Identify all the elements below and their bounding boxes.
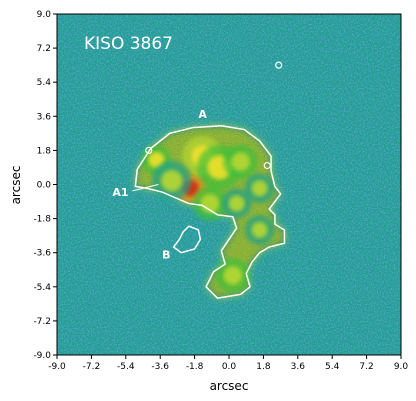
y-tick-label: 5.4: [37, 78, 52, 88]
y-tick-label: -3.6: [33, 249, 51, 259]
y-tick-label: 0.0: [37, 181, 52, 191]
plot-area: [57, 14, 401, 355]
chart-title: KISO 3867: [84, 34, 173, 54]
x-tick-label: -1.8: [186, 362, 204, 372]
x-tick-label: -5.4: [117, 362, 135, 372]
x-tick-label: 5.4: [325, 362, 340, 372]
annotation-label: B: [162, 248, 170, 261]
x-tick-label: 0.0: [222, 362, 237, 372]
x-tick-label: 3.6: [291, 362, 306, 372]
clump-core: [251, 221, 268, 238]
clump-core: [228, 195, 245, 212]
x-axis-label: arcsec: [210, 379, 249, 393]
x-tick-label: -7.2: [83, 362, 101, 372]
small-contour-circle: [275, 61, 283, 69]
clumps-layer: [141, 136, 275, 293]
y-tick-label: 1.8: [37, 146, 52, 156]
clump-core: [231, 152, 250, 172]
y-tick-label: 3.6: [37, 112, 52, 122]
x-tick-label: 1.8: [256, 362, 271, 372]
contour-line: [172, 225, 202, 254]
clump-core: [251, 180, 268, 197]
contour-line: [134, 125, 286, 299]
clump-core: [223, 266, 243, 285]
x-axis: -9.0 -7.2 -5.4 -3.6 -1.8 0.0 1.8 3.6 5.4 7.2 9.0: [48, 355, 408, 372]
clump-core: [160, 170, 183, 192]
y-tick-label: 9.0: [37, 10, 52, 20]
y-tick-label: 7.2: [37, 44, 51, 54]
small-contour-circle: [263, 161, 271, 170]
annotation-label: A: [198, 108, 207, 121]
x-tick-label: -9.0: [48, 362, 66, 372]
clump-core: [148, 151, 165, 168]
annotation-pointer: [132, 184, 159, 192]
annotation-label: A1: [112, 186, 128, 199]
clump-core: [200, 194, 220, 213]
annotations-layer: A A1 B: [112, 108, 207, 261]
contour-layer: [134, 125, 286, 299]
x-tick-label: 9.0: [394, 362, 409, 372]
y-tick-label: -5.4: [33, 283, 51, 293]
y-tick-label: -1.8: [33, 215, 51, 225]
y-tick-label: -9.0: [33, 351, 51, 361]
small-circles-layer: [145, 61, 283, 170]
small-contour-circle: [145, 146, 153, 154]
x-tick-label: 7.2: [359, 362, 373, 372]
y-axis-label: arcsec: [9, 166, 23, 205]
x-tick-label: -3.6: [151, 362, 169, 372]
y-tick-label: -7.2: [33, 317, 51, 327]
y-axis: -9.0 -7.2 -5.4 -3.6 -1.8 0.0 1.8 3.6 5.4 7.2 9.0: [33, 10, 57, 361]
